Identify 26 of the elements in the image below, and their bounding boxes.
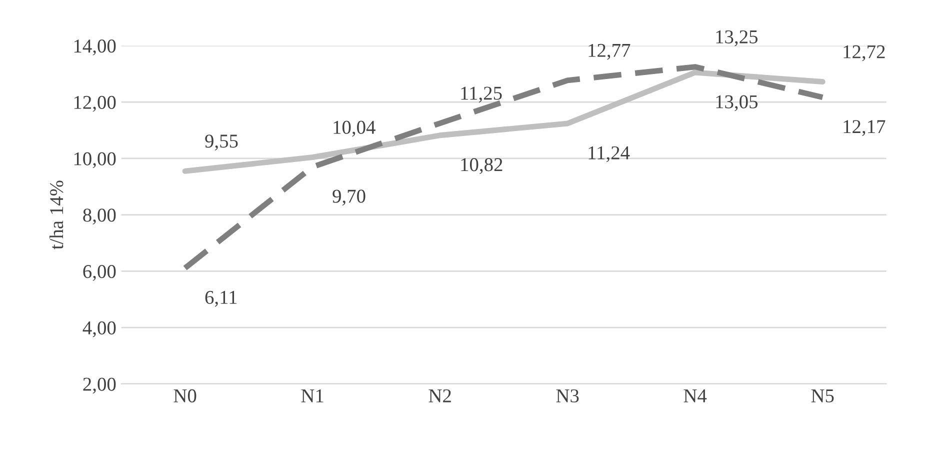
data-label: 11,25 (461, 86, 502, 103)
data-label: 10,82 (461, 158, 502, 174)
x-tick-label: N5 (811, 390, 834, 402)
data-label: 13,25 (716, 30, 758, 46)
data-label: 12,17 (844, 120, 886, 136)
y-tick-label: 8,00 (83, 208, 116, 225)
data-label: 6,11 (205, 290, 237, 307)
x-tick-label: N0 (174, 389, 196, 402)
data-label: 9,55 (205, 134, 238, 151)
x-tick-label: N1 (301, 389, 324, 402)
data-label: 9,70 (332, 190, 366, 206)
y-tick-label: 4,00 (82, 321, 116, 338)
data-label: 13,05 (716, 95, 758, 112)
data-label: 11,24 (588, 146, 630, 162)
y-axis-title: t/ha 14% (49, 180, 64, 250)
y-tick-label: 14,00 (74, 40, 116, 56)
data-label: 12,72 (844, 45, 885, 62)
y-tick-label: 12,00 (74, 96, 116, 112)
y-tick-label: 2,00 (83, 378, 116, 394)
y-tick-label: 10,00 (74, 152, 116, 168)
x-tick-label: N4 (684, 389, 707, 402)
x-tick-label: N3 (556, 389, 579, 402)
data-label: 10,04 (334, 120, 376, 137)
x-tick-label: N2 (428, 389, 451, 402)
data-label: 12,77 (588, 44, 630, 60)
y-tick-label: 6,00 (83, 264, 116, 281)
